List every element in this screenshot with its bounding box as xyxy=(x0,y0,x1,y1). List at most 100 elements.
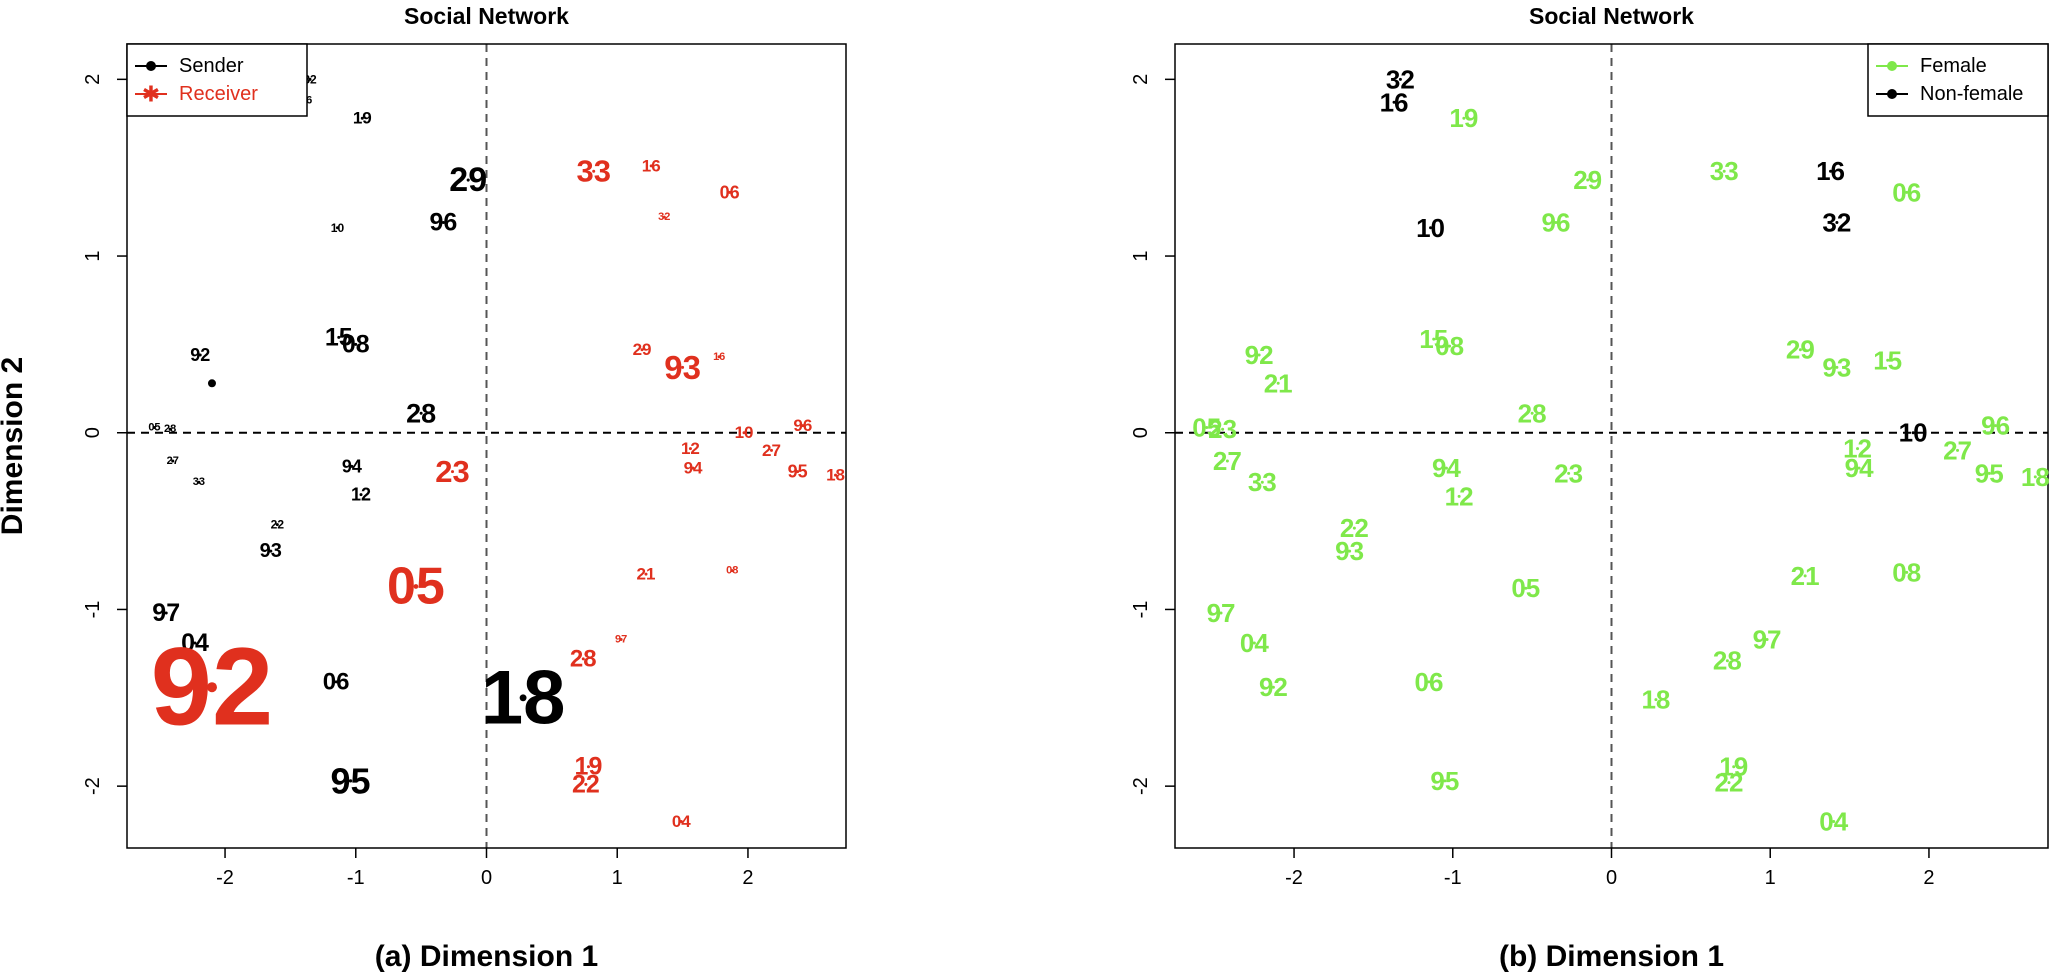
legend-box xyxy=(1867,43,2049,117)
x-axis-label-text: Dimension 1 xyxy=(420,940,598,973)
point-dot xyxy=(334,680,338,684)
point-dot xyxy=(801,424,805,428)
legend-label: Receiver xyxy=(179,83,258,105)
point-dot xyxy=(360,116,364,120)
point-dot xyxy=(1257,353,1261,357)
y-tick-label: 1 xyxy=(82,250,104,261)
panel-tag: (a) xyxy=(375,940,412,973)
y-tick-label: 0 xyxy=(82,427,104,438)
panel-tag: (b) xyxy=(1499,940,1537,973)
panel-b: Social Network (b) Dimension 1 -2 -1 0 1 2 -2 -1… xyxy=(1130,3,2050,973)
point-dot xyxy=(1732,765,1736,769)
point-dot xyxy=(1905,570,1909,574)
point-dot xyxy=(197,480,201,484)
point-dot xyxy=(337,335,341,339)
y-tick-label: 0 xyxy=(1130,427,1152,438)
point-dot xyxy=(1205,425,1209,429)
point-dot xyxy=(644,572,648,576)
point-dot xyxy=(681,365,685,369)
legend-label: Non-female xyxy=(1920,83,2023,105)
point-dot xyxy=(834,473,838,477)
point-dot xyxy=(1567,471,1571,475)
point-dot xyxy=(1457,494,1461,498)
point-dot xyxy=(269,549,273,553)
point-dot xyxy=(728,190,732,194)
point-dot xyxy=(1857,466,1861,470)
point-dot xyxy=(1803,574,1807,578)
x-axis-label-sep xyxy=(1537,940,1545,973)
point-dot xyxy=(1348,549,1352,553)
point-dot xyxy=(1835,220,1839,224)
x-tick-label: -2 xyxy=(216,867,234,889)
point-dot xyxy=(581,657,585,661)
point-dot xyxy=(1832,819,1836,823)
x-axis-label: (a) Dimension 1 xyxy=(375,940,598,973)
point-dot xyxy=(1392,100,1396,104)
legend-star-icon: ✱ xyxy=(142,82,160,107)
x-axis-label-sep xyxy=(411,940,419,973)
point-dot xyxy=(1276,381,1280,385)
point-dot xyxy=(1586,178,1590,182)
point-marker xyxy=(207,379,216,388)
y-tick-label: -1 xyxy=(82,601,104,619)
point-dot xyxy=(586,765,590,769)
point-dot xyxy=(640,348,644,352)
point-dot xyxy=(1554,220,1558,224)
point-dot xyxy=(1219,611,1223,615)
point-dot xyxy=(1530,411,1534,415)
point-dot xyxy=(198,353,202,357)
point-dot xyxy=(1798,348,1802,352)
point-dot xyxy=(413,584,419,589)
point-dot xyxy=(691,466,695,470)
point-dot xyxy=(1905,190,1909,194)
point-dot xyxy=(592,169,596,173)
point-dot xyxy=(1829,169,1833,173)
legend: Sender ✱ Receiver xyxy=(126,43,308,117)
x-tick-label: -2 xyxy=(1285,867,1303,889)
point-dot xyxy=(348,779,353,783)
point-dot xyxy=(441,220,445,224)
y-tick-label: 2 xyxy=(82,74,104,85)
point-dot xyxy=(1352,526,1356,530)
point-dot xyxy=(1886,358,1890,362)
point-dot xyxy=(152,425,156,429)
point-dot xyxy=(1835,365,1839,369)
point-dot xyxy=(1427,680,1431,684)
point-dot xyxy=(1727,781,1731,785)
legend-label: Sender xyxy=(179,55,244,77)
point-dot xyxy=(1260,480,1264,484)
point-dot xyxy=(1225,459,1229,463)
point-dot xyxy=(1429,226,1433,230)
x-tick-label: -1 xyxy=(1444,867,1462,889)
point-dot xyxy=(730,569,734,573)
chart-title: Social Network xyxy=(404,3,569,29)
point-dot xyxy=(206,682,217,693)
point-dot xyxy=(419,411,423,415)
x-axis-label: (b) Dimension 1 xyxy=(1499,940,1724,973)
point-dot xyxy=(335,226,339,230)
point-dot xyxy=(193,641,197,645)
legend-dot-icon xyxy=(1887,89,1897,99)
point-dot xyxy=(1911,431,1915,435)
point-dot xyxy=(1722,169,1726,173)
y-axis-label: Dimension 2 xyxy=(0,357,29,535)
point-dot xyxy=(679,819,683,823)
x-tick-label: -1 xyxy=(347,867,365,889)
point-dot xyxy=(1524,586,1528,590)
point-dot xyxy=(1654,698,1658,702)
x-tick-label: 2 xyxy=(742,867,753,889)
point-dot xyxy=(466,178,470,182)
point-dot xyxy=(619,637,623,641)
point-dot xyxy=(359,493,363,497)
point-dot xyxy=(308,77,312,81)
x-axis-label-text: Dimension 1 xyxy=(1546,940,1724,973)
legend-label: Female xyxy=(1920,55,1987,77)
x-tick-label: 0 xyxy=(481,867,492,889)
point-dot xyxy=(1443,779,1447,783)
point-dot xyxy=(1444,466,1448,470)
point-dot xyxy=(350,464,354,468)
x-tick-label: 0 xyxy=(1606,867,1617,889)
